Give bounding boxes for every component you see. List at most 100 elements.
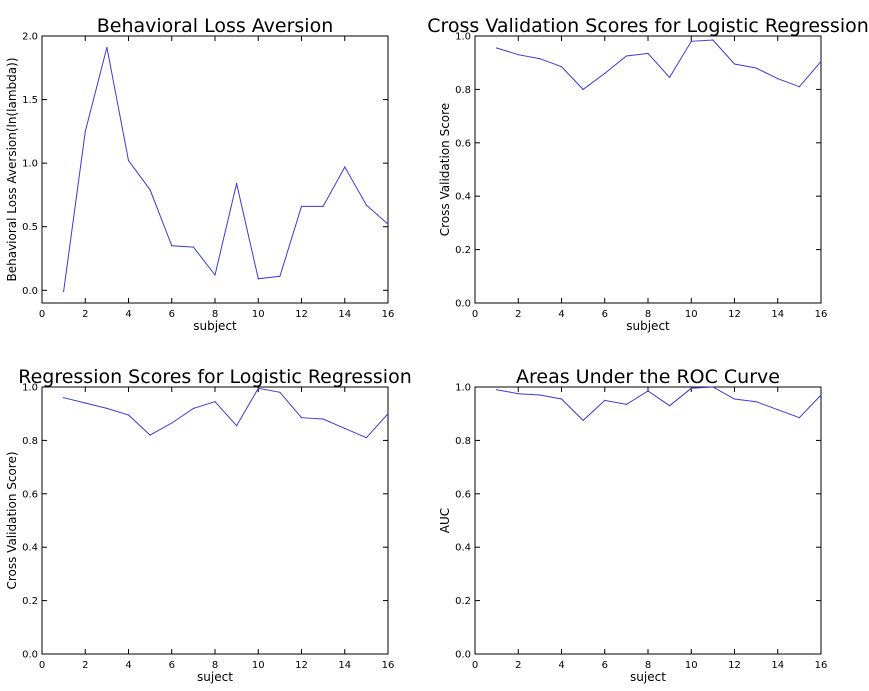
- x-tick-label: 16: [815, 660, 828, 671]
- data-point: [192, 407, 194, 409]
- data-point: [539, 394, 541, 396]
- x-tick-label: 0: [39, 309, 45, 320]
- data-point: [171, 245, 173, 247]
- x-tick-label: 0: [472, 309, 478, 320]
- x-tick-label: 4: [558, 660, 564, 671]
- data-point: [820, 394, 822, 396]
- data-point: [604, 399, 606, 401]
- series-line: [496, 39, 822, 91]
- data-point: [560, 398, 563, 400]
- y-tick-label: 0.8: [22, 436, 38, 447]
- data-point: [690, 387, 692, 389]
- data-point: [798, 417, 800, 419]
- series-line: [63, 47, 389, 292]
- data-point: [647, 52, 649, 54]
- data-point: [84, 130, 86, 132]
- y-axis-label: AUC: [438, 508, 452, 533]
- data-point: [236, 425, 238, 427]
- x-tick-label: 8: [645, 309, 651, 320]
- axes-frame: [474, 35, 822, 304]
- y-axis-label: Cross Validation Score: [438, 103, 452, 236]
- x-tick-label: 10: [252, 660, 265, 671]
- data-point: [127, 160, 130, 162]
- x-tick-label: 12: [728, 660, 741, 671]
- y-tick-label: 0.6: [455, 489, 471, 500]
- data-point: [257, 387, 259, 389]
- data-point: [669, 405, 671, 407]
- y-tick-label: 0.0: [22, 286, 38, 297]
- y-tick-label: 0.2: [455, 596, 471, 607]
- y-tick-label: 1.0: [22, 159, 38, 170]
- x-tick-label: 16: [382, 660, 395, 671]
- data-point: [84, 402, 86, 404]
- data-point: [300, 205, 303, 207]
- data-point: [365, 437, 367, 439]
- x-tick-label: 16: [815, 309, 828, 320]
- data-point: [517, 54, 519, 56]
- data-point: [690, 40, 692, 42]
- y-axis-label: Cross Validation Score): [5, 451, 19, 589]
- data-point: [777, 78, 779, 80]
- x-tick-label: 8: [212, 660, 218, 671]
- data-point: [279, 275, 281, 277]
- data-point: [755, 401, 757, 403]
- data-point: [733, 398, 736, 400]
- data-point: [777, 409, 779, 411]
- data-point: [517, 393, 519, 395]
- y-tick-label: 1.0: [22, 383, 38, 394]
- x-tick-label: 0: [39, 660, 45, 671]
- y-tick-label: 0.6: [455, 138, 471, 149]
- data-point: [149, 434, 151, 436]
- x-tick-label: 10: [252, 309, 265, 320]
- data-point: [582, 88, 584, 90]
- data-point: [106, 46, 108, 49]
- chart-panel-1: 0 2 4 6 8 10 12 14 16 0.0 0.5 1.0 1.5 2.0 Behavioral L…: [5, 15, 394, 333]
- x-tick-label: 12: [295, 309, 308, 320]
- x-axis-label: subject: [193, 319, 237, 333]
- x-tick-label: 14: [771, 660, 784, 671]
- y-tick-label: 0.2: [455, 245, 471, 256]
- data-point: [300, 417, 303, 419]
- data-point: [344, 427, 346, 429]
- x-tick-label: 12: [728, 309, 741, 320]
- data-point: [712, 386, 714, 388]
- x-tick-label: 0: [472, 660, 478, 671]
- y-axis-label: Behavioral Loss Aversion(ln(lambda)): [5, 57, 19, 281]
- x-tick-label: 14: [338, 309, 351, 320]
- y-tick-label: 0.8: [455, 436, 471, 447]
- chart-title: Cross Validation Scores for Logistic Reg…: [427, 15, 869, 37]
- data-point: [496, 389, 498, 391]
- data-point: [625, 403, 627, 405]
- y-tick-label: 0.0: [22, 650, 38, 661]
- x-axis-label: suject: [197, 670, 233, 684]
- x-tick-label: 10: [685, 309, 698, 320]
- x-tick-label: 2: [515, 309, 521, 320]
- y-tick-label: 0.4: [455, 543, 471, 554]
- data-point: [733, 63, 736, 65]
- data-point: [214, 274, 216, 276]
- x-tick-label: 4: [125, 309, 131, 320]
- data-point: [560, 66, 563, 68]
- axes-frame: [41, 386, 389, 655]
- data-point: [236, 182, 238, 185]
- data-point: [63, 290, 65, 293]
- y-tick-label: 0.0: [455, 650, 471, 661]
- chart-title: Behavioral Loss Aversion: [97, 15, 334, 37]
- data-point: [192, 246, 194, 248]
- y-tick-label: 0.5: [22, 222, 38, 233]
- x-axis-label: subject: [626, 319, 670, 333]
- series-line: [496, 386, 822, 422]
- x-tick-label: 2: [515, 660, 521, 671]
- axes-frame: [474, 386, 822, 655]
- x-axis-label: suject: [630, 670, 666, 684]
- x-tick-label: 6: [169, 660, 175, 671]
- x-tick-label: 6: [169, 309, 175, 320]
- chart-title: Areas Under the ROC Curve: [516, 366, 780, 388]
- data-point: [820, 60, 822, 62]
- data-point: [322, 205, 324, 207]
- data-point: [647, 390, 649, 392]
- x-tick-label: 16: [382, 309, 395, 320]
- y-tick-label: 1.5: [22, 95, 38, 106]
